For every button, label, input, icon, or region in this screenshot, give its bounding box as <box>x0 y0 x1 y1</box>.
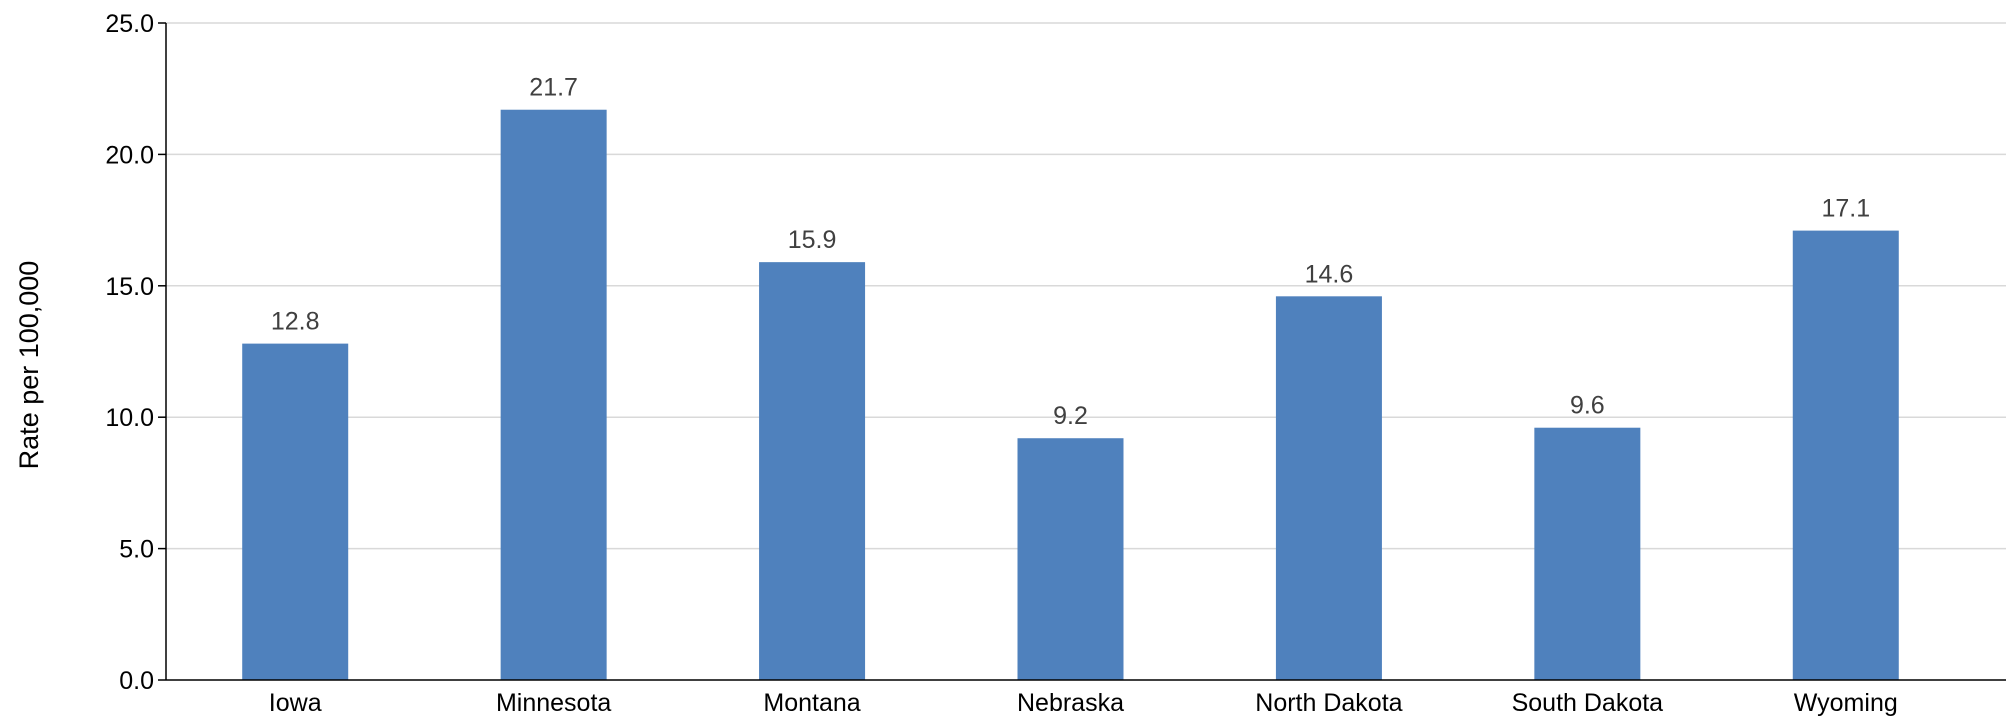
data-labels: 12.8 21.7 15.9 9.2 14.6 9.6 17.1 <box>271 74 1870 431</box>
data-label: 12.8 <box>271 308 320 336</box>
bar-iowa <box>242 343 349 680</box>
bars <box>242 109 1899 680</box>
x-tick-label: North Dakota <box>1255 689 1402 717</box>
data-label: 9.6 <box>1570 392 1605 420</box>
x-tick-label: Iowa <box>269 689 322 717</box>
x-tick-label: South Dakota <box>1512 689 1664 717</box>
bar-north-dakota <box>1275 296 1382 680</box>
x-tick-label: Wyoming <box>1794 689 1898 717</box>
bar-montana <box>759 262 866 680</box>
y-tick-label: 25.0 <box>105 10 154 38</box>
bar-wyoming <box>1792 230 1899 680</box>
x-tick-label: Minnesota <box>496 689 611 717</box>
gridlines <box>158 22 2006 681</box>
y-tick-labels: 0.0 5.0 10.0 15.0 20.0 25.0 <box>105 10 154 695</box>
data-label: 21.7 <box>529 74 578 102</box>
bar-minnesota <box>500 109 607 680</box>
data-label: 14.6 <box>1305 260 1354 288</box>
data-label: 17.1 <box>1821 195 1870 223</box>
x-tick-labels: Iowa Minnesota Montana Nebraska North Dakota… <box>269 689 1898 717</box>
axes <box>165 23 2006 681</box>
y-tick-label: 15.0 <box>105 273 154 301</box>
x-tick-label: Nebraska <box>1017 689 1124 717</box>
y-tick-label: 20.0 <box>105 141 154 169</box>
data-label: 9.2 <box>1053 402 1088 430</box>
y-axis-title: Rate per 100,000 <box>14 261 44 470</box>
x-tick-label: Montana <box>763 689 860 717</box>
bar-nebraska <box>1017 438 1124 680</box>
y-tick-label: 5.0 <box>119 536 154 564</box>
y-tick-label: 10.0 <box>105 404 154 432</box>
bar-south-dakota <box>1534 427 1641 680</box>
y-tick-label: 0.0 <box>119 667 154 695</box>
data-label: 15.9 <box>788 226 837 254</box>
